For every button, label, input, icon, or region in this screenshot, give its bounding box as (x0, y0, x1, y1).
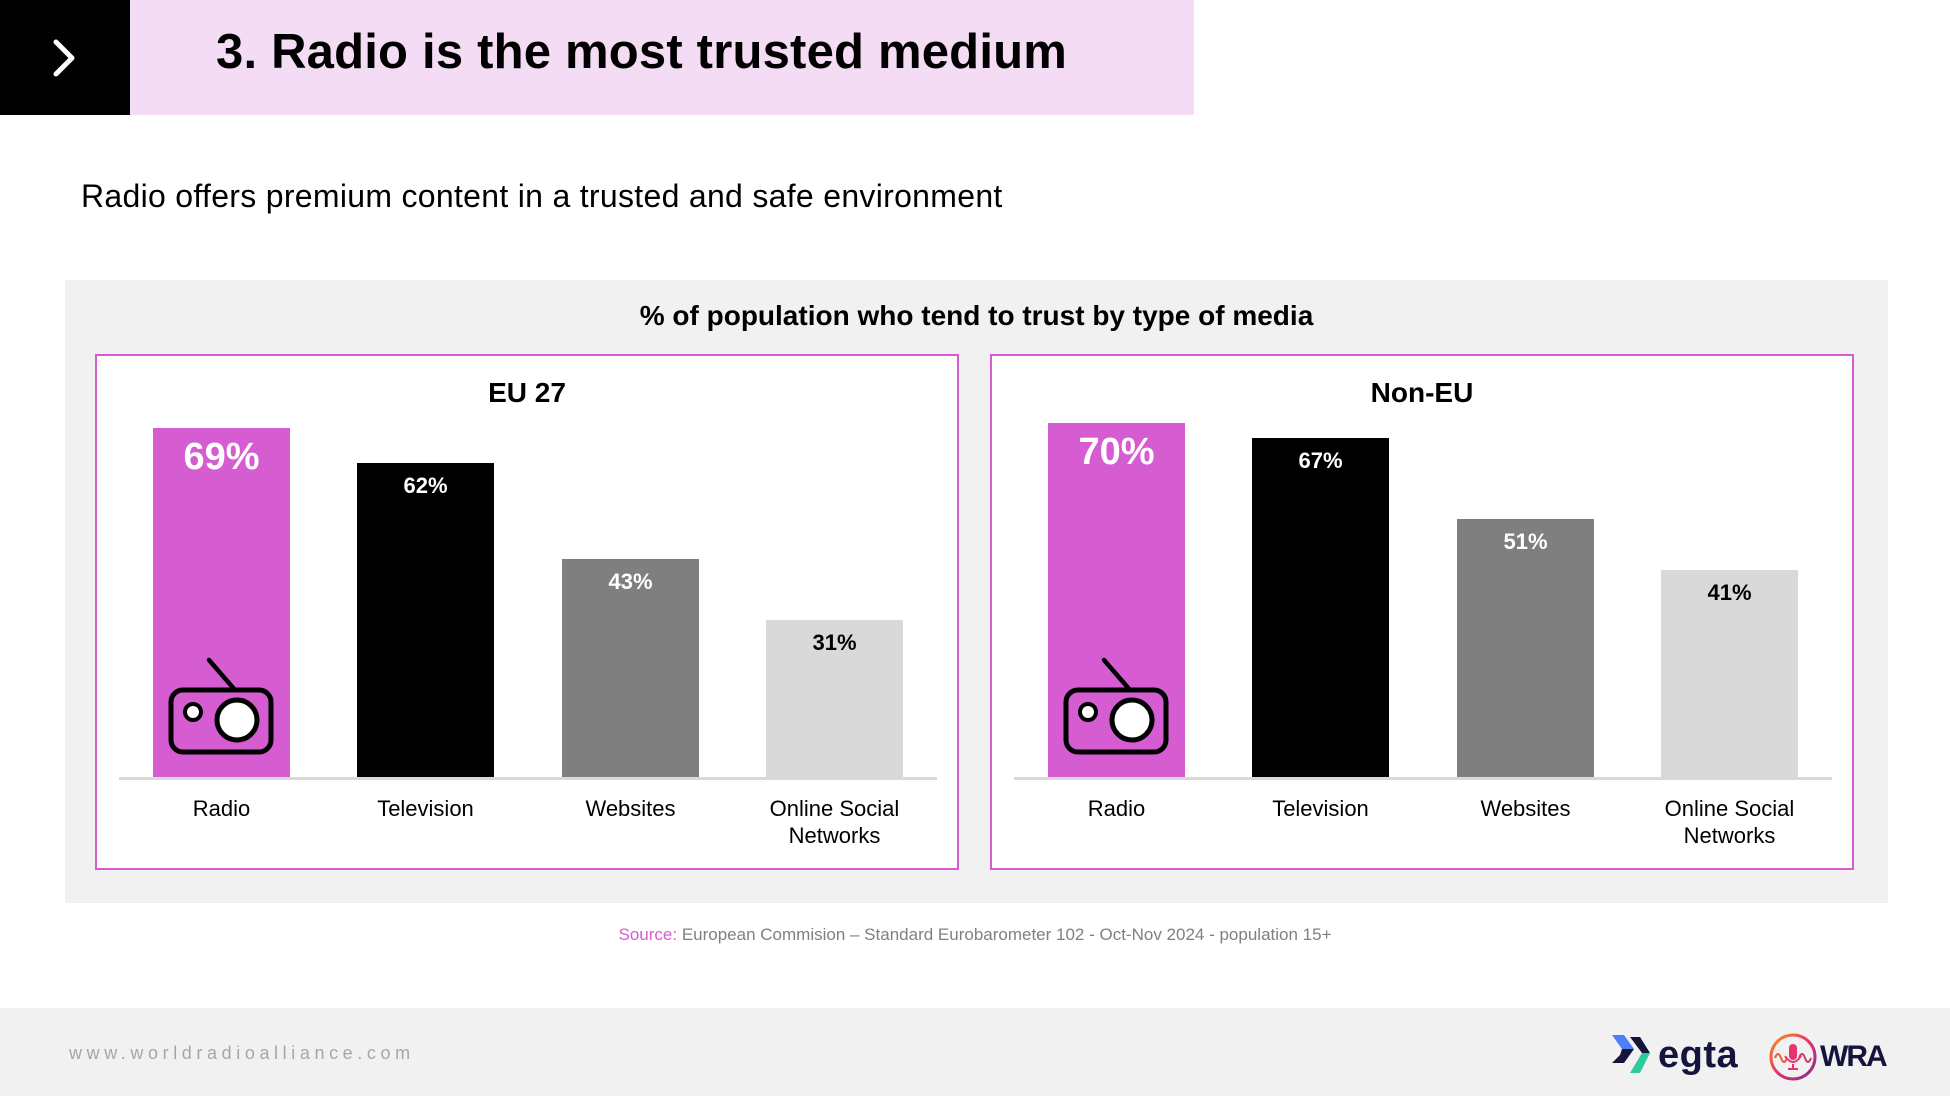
category-label: Online Social Networks (769, 796, 900, 848)
category-label: Television (1272, 796, 1369, 821)
bar-value-label: 31% (812, 630, 857, 656)
egta-logo: egta (1612, 1033, 1738, 1077)
radio-icon (167, 656, 277, 761)
chart-panel-non-eu: Non-EU 70% Radio 67% Television 51% Websites 4… (990, 354, 1854, 870)
header-icon-box (0, 0, 130, 115)
bar-value-label: 67% (1298, 447, 1343, 473)
bar-websites: 43% (562, 559, 699, 777)
category-label: Television (377, 796, 474, 821)
bar-television: 62% (357, 463, 494, 777)
bar-value-label: 69% (183, 435, 260, 478)
bar-value-label: 62% (403, 473, 448, 499)
source-text: European Commision – Standard Eurobarome… (677, 925, 1332, 944)
egta-logo-text: egta (1658, 1033, 1739, 1076)
bar-online-social-networks: 41% (1661, 569, 1798, 777)
source-label: Source: (618, 925, 678, 944)
bar-value-label: 43% (608, 569, 653, 595)
bar-radio: 69% (153, 427, 290, 777)
wra-logo-text: WRA (1820, 1040, 1888, 1073)
bar-television: 67% (1252, 437, 1389, 777)
bar-online-social-networks: 31% (766, 620, 903, 777)
x-axis-line (1014, 777, 1832, 780)
footer-url[interactable]: www.worldradioalliance.com (69, 1043, 415, 1063)
page-subtitle: Radio offers premium content in a truste… (81, 178, 1003, 214)
chart-title: % of population who tend to trust by typ… (639, 300, 1314, 331)
wra-logo: WRA (1768, 1032, 1888, 1082)
chart-panel-eu27: EU 27 69% Radio 62% Television 43% Websites 31… (95, 354, 959, 870)
panel-title: EU 27 (488, 377, 566, 408)
chevron-right-icon (53, 39, 75, 77)
microphone-icon (1769, 1033, 1817, 1081)
radio-icon (1062, 656, 1172, 761)
x-axis-line (119, 777, 937, 780)
bar-radio: 70% (1048, 422, 1185, 777)
header-band (130, 0, 1194, 115)
bar-value-label: 41% (1707, 579, 1752, 605)
panel-title: Non-EU (1370, 377, 1474, 408)
page-title: 3. Radio is the most trusted medium (216, 25, 1068, 79)
egta-logo-icon (1612, 1035, 1650, 1073)
category-label: Websites (585, 796, 676, 821)
bar-value-label: 51% (1503, 528, 1548, 554)
bar-websites: 51% (1457, 518, 1594, 777)
bar-value-label: 70% (1078, 430, 1155, 473)
chart-area: % of population who tend to trust by typ… (65, 280, 1888, 903)
source-note: Source: European Commision – Standard Eu… (0, 925, 1950, 945)
category-label: Online Social Networks (1664, 796, 1795, 848)
category-label: Radio (1087, 796, 1146, 821)
category-label: Websites (1480, 796, 1571, 821)
category-label: Radio (192, 796, 251, 821)
